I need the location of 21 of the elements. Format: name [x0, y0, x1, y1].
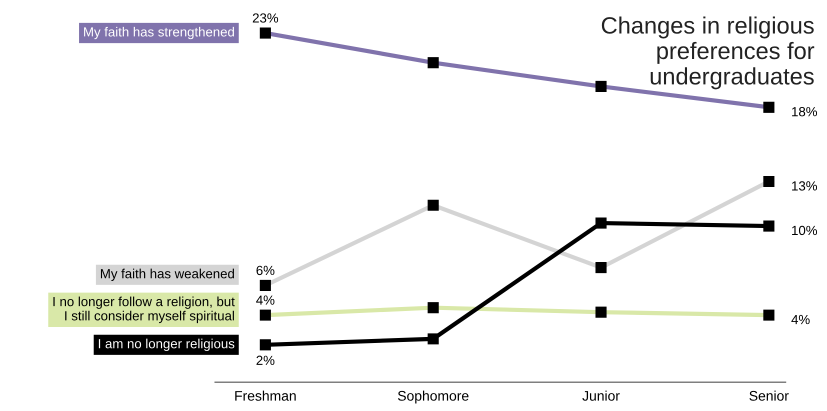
point [260, 339, 271, 350]
data-label: 13% [792, 181, 818, 191]
chart-title: Changes in religious preferences for undergraduates [602, 16, 814, 90]
data-label: 10% [792, 226, 818, 236]
x-tick-label: Junior [582, 390, 620, 401]
x-tick-label: Senior [749, 390, 789, 401]
point [428, 333, 439, 344]
series-label: I no longer follow a religion, but I still consider myself spiritual [53, 296, 235, 324]
data-label: 2% [256, 356, 274, 365]
text: My faith has strengthened [84, 26, 234, 40]
data-label: 6% [256, 266, 274, 276]
x-tick-label: Sophomore [398, 390, 468, 404]
data-label: 4% [256, 295, 274, 305]
point [595, 218, 607, 229]
point [763, 220, 774, 232]
series-label: I am no longer religious [98, 338, 234, 351]
x-tick-label: Freshman [235, 390, 296, 401]
data-label: 4% [791, 314, 810, 324]
data-label: 18% [792, 107, 818, 116]
data-label: 23% [252, 13, 278, 23]
text: My faith has weakened [100, 268, 234, 281]
